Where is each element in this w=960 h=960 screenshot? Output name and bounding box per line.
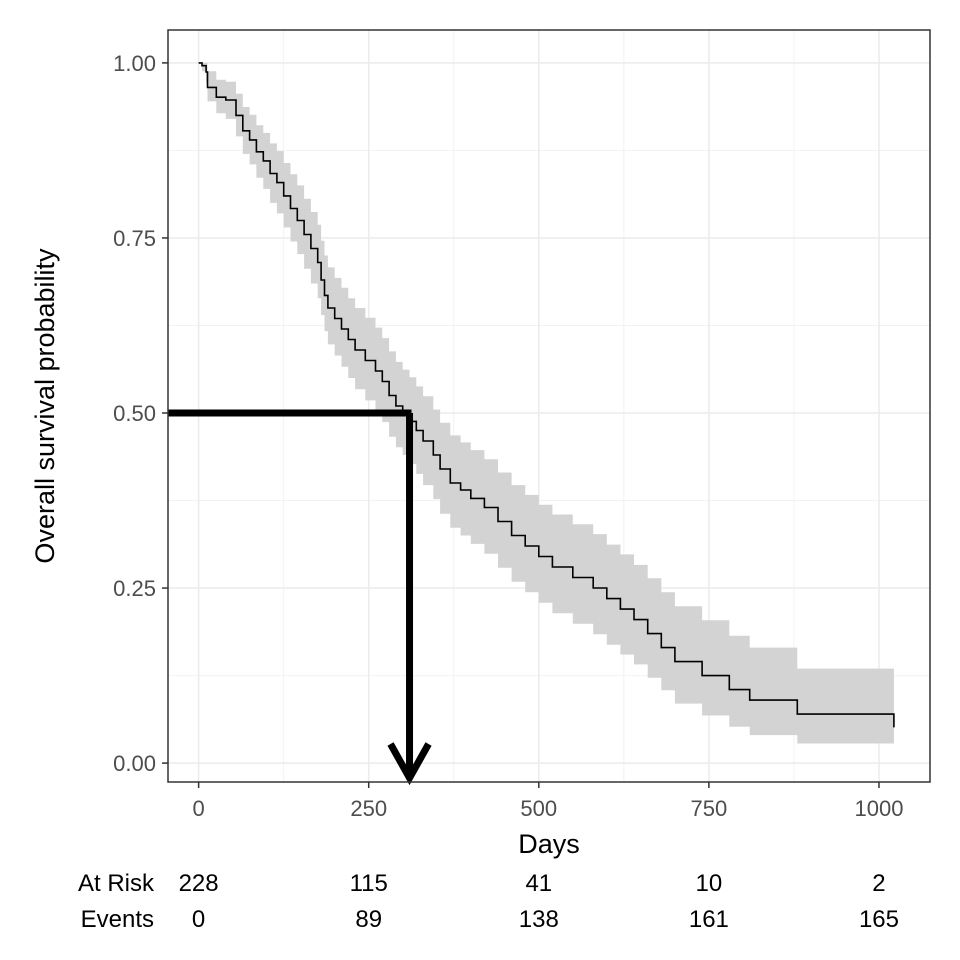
axis-ticks: 0 250 500 750 1000 0.00 0.25 0.50 0.75 1.00 <box>113 51 903 821</box>
risk-row-label: Events <box>81 906 154 933</box>
risk-row-label: At Risk <box>78 870 155 897</box>
y-tick-label: 1.00 <box>113 51 156 76</box>
confidence-band-layer <box>198 62 894 750</box>
x-tick-label: 0 <box>192 796 204 821</box>
risk-cell: 161 <box>689 906 729 933</box>
y-tick-label: 0.00 <box>113 751 156 776</box>
risk-cell: 10 <box>696 870 723 897</box>
x-tick-label: 1000 <box>854 796 903 821</box>
median-annotation-layer <box>168 409 432 786</box>
risk-cell: 0 <box>192 906 205 933</box>
risk-cell: 89 <box>355 906 382 933</box>
survival-curve-layer <box>198 62 895 728</box>
survival-curve <box>198 62 895 728</box>
x-tick-label: 500 <box>520 796 557 821</box>
confidence-band <box>198 62 894 750</box>
risk-cell: 165 <box>859 906 899 933</box>
plot-panel-border <box>167 29 931 783</box>
risk-cell: 115 <box>350 870 388 897</box>
y-tick-label: 0.75 <box>113 226 156 251</box>
y-tick-label: 0.25 <box>113 576 156 601</box>
x-tick-label: 250 <box>350 796 387 821</box>
y-axis-title: Overall survival probability <box>30 248 60 564</box>
x-tick-label: 750 <box>691 796 728 821</box>
risk-cell: 2 <box>872 870 885 897</box>
grid-lines <box>168 30 930 782</box>
risk-cell: 138 <box>519 906 559 933</box>
risk-cell: 228 <box>179 870 219 897</box>
y-tick-label: 0.50 <box>113 401 156 426</box>
risk-table: At Risk 228 115 41 10 2 Events 0 89 138 161 165 <box>78 870 899 933</box>
median-arrowhead <box>387 742 432 786</box>
x-axis-title: Days <box>518 829 580 859</box>
risk-cell: 41 <box>525 870 552 897</box>
